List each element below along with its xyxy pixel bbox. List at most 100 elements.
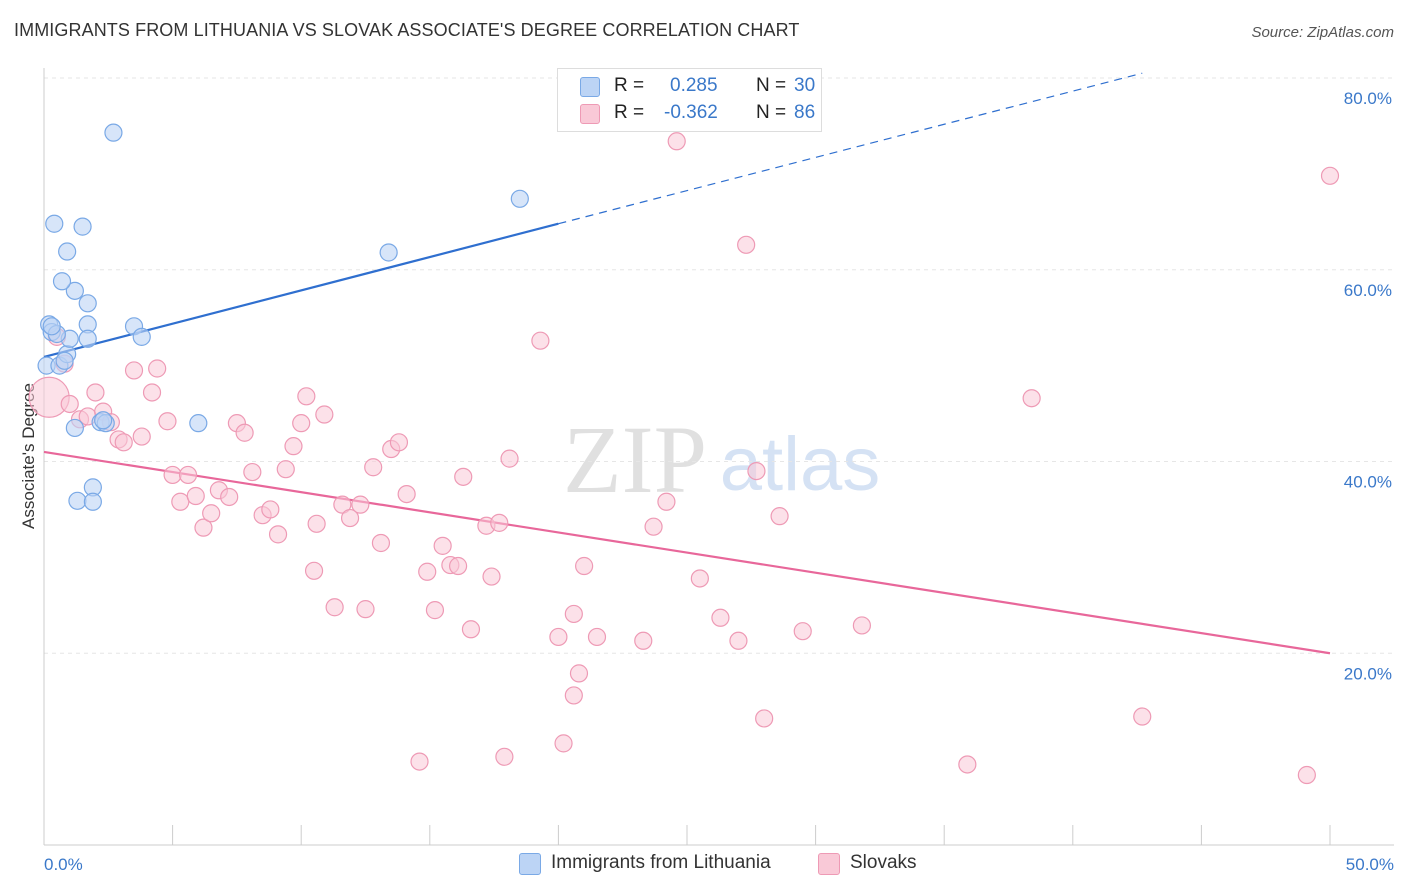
point-slovaks [364,458,383,477]
point-slovaks [531,331,550,350]
legend-r-label: R = [614,102,645,123]
point-slovaks [793,622,812,641]
point-slovaks [587,627,607,647]
point-lithuania [510,189,529,208]
y-tick-label: 20.0% [1344,664,1392,683]
series-swatch-lithuania [519,853,541,875]
point-slovaks [634,631,653,650]
point-slovaks [482,567,501,586]
point-slovaks [711,608,730,627]
y-tick-label: 80.0% [1344,89,1392,108]
point-slovaks [448,556,468,576]
trend-lines [43,72,1331,655]
point-slovaks [495,747,514,766]
legend-swatch-lithuania [580,77,600,97]
point-slovaks [315,405,334,424]
legend-swatch-slovaks [580,104,600,124]
point-slovaks [1133,707,1152,726]
point-slovaks [755,709,774,728]
y-axis-tick-labels: 20.0% 40.0% 60.0% 80.0% [1344,89,1392,683]
point-slovaks [554,734,573,753]
point-slovaks [132,427,151,446]
point-slovaks [737,235,756,254]
point-slovaks [690,569,709,588]
point-slovaks [644,517,663,536]
legend-n-label: N = [756,102,787,123]
point-slovaks [292,414,311,433]
point-slovaks [371,533,391,553]
point-slovaks [284,437,303,456]
point-slovaks [86,383,105,402]
trend-line-slovaks [43,450,1331,655]
point-lithuania [73,217,92,236]
legend-n-value: 86 [794,102,816,123]
point-slovaks [351,495,370,514]
series-swatch-slovaks [818,853,840,875]
point-slovaks [564,604,583,624]
watermark-zip: ZIP [563,406,707,513]
point-slovaks [268,525,288,544]
point-lithuania [52,272,72,291]
point-slovaks [729,631,748,650]
point-slovaks [356,600,375,619]
point-slovaks [425,601,445,620]
trend-line-lithuania-extension [558,72,1143,225]
point-lithuania [45,214,64,233]
point-slovaks [1022,389,1041,408]
point-slovaks [410,752,429,771]
point-slovaks [124,361,144,380]
point-slovaks [418,562,437,581]
point-slovaks [770,507,789,526]
point-slovaks [747,461,766,481]
point-slovaks [397,484,416,504]
x-tick-label-max: 50.0% [1346,855,1394,874]
point-slovaks [60,394,79,414]
point-slovaks [667,132,686,151]
legend-r-value: 0.285 [670,75,718,96]
legend-n-value: 30 [794,75,816,96]
point-slovaks [433,536,452,555]
point-slovaks [202,504,221,523]
source-credit: Source: ZipAtlas.com [1251,24,1394,41]
point-slovaks [657,492,676,511]
point-slovaks [220,487,239,507]
point-lithuania [68,491,87,510]
point-slovaks [454,467,473,486]
point-lithuania [132,327,151,346]
stats-legend: R = 0.285 N = 30 R = -0.362 N = 86 [557,68,822,132]
point-lithuania [189,414,208,433]
point-slovaks [340,508,360,528]
point-lithuania [58,242,77,261]
point-slovaks [1320,166,1340,185]
x-tick-label-min: 0.0% [44,855,83,874]
point-lithuania [78,329,97,348]
x-axis-ticks [172,825,1331,845]
point-slovaks [958,755,977,774]
point-lithuania [65,281,84,300]
point-slovaks [490,513,509,532]
point-slovaks [304,561,324,580]
point-slovaks [1297,765,1316,785]
legend-n-label: N = [756,75,787,96]
point-slovaks [194,518,213,537]
point-slovaks [243,462,262,482]
point-slovaks [333,495,352,514]
point-slovaks [276,460,295,479]
chart-title: IMMIGRANTS FROM LITHUANIA VS SLOVAK ASSO… [14,20,800,40]
point-slovaks [142,383,162,402]
point-slovaks [549,627,568,647]
point-slovaks [461,620,481,639]
gridlines [44,77,1394,654]
legend-r-value: -0.362 [664,102,718,123]
trend-line-lithuania [43,222,559,359]
point-slovaks [163,465,182,485]
y-tick-label: 60.0% [1344,281,1392,300]
point-slovaks [28,376,70,418]
point-slovaks [186,486,205,506]
point-slovaks [389,433,409,452]
point-slovaks [307,514,326,533]
legend-r-label: R = [614,75,645,96]
point-slovaks [569,664,589,683]
point-lithuania [83,492,102,511]
